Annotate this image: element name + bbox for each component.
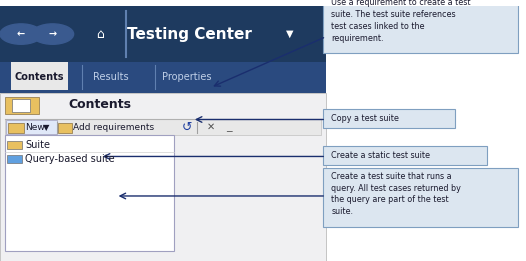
- Text: Add requirements: Add requirements: [73, 123, 154, 132]
- FancyBboxPatch shape: [0, 62, 326, 93]
- FancyBboxPatch shape: [0, 6, 326, 62]
- Text: ✕: ✕: [206, 122, 215, 132]
- Text: Testing Center: Testing Center: [127, 27, 252, 41]
- Text: →: →: [48, 29, 57, 39]
- Text: ←: ←: [17, 29, 25, 39]
- Text: Results: Results: [93, 72, 128, 82]
- Text: Create a test suite that runs a
query. All test cases returned by
the query are : Create a test suite that runs a query. A…: [331, 172, 461, 216]
- Text: Suite: Suite: [25, 140, 50, 150]
- FancyBboxPatch shape: [323, 0, 518, 53]
- Text: Query-based suite: Query-based suite: [25, 154, 115, 164]
- Text: Copy a test suite: Copy a test suite: [331, 114, 399, 123]
- FancyBboxPatch shape: [7, 155, 22, 163]
- FancyBboxPatch shape: [0, 93, 326, 261]
- Circle shape: [0, 24, 42, 44]
- FancyBboxPatch shape: [5, 120, 321, 135]
- Text: ▼: ▼: [43, 123, 49, 132]
- FancyBboxPatch shape: [7, 141, 22, 149]
- FancyBboxPatch shape: [12, 99, 30, 112]
- FancyBboxPatch shape: [323, 146, 487, 165]
- Text: ⌂: ⌂: [96, 28, 104, 40]
- Text: ↺: ↺: [181, 121, 192, 134]
- Text: New: New: [25, 123, 45, 132]
- Text: Contents: Contents: [15, 72, 64, 82]
- Text: _: _: [226, 122, 231, 132]
- Text: Contents: Contents: [68, 98, 132, 111]
- FancyBboxPatch shape: [6, 120, 57, 134]
- FancyBboxPatch shape: [5, 95, 42, 114]
- Text: Properties: Properties: [162, 72, 211, 82]
- FancyBboxPatch shape: [8, 123, 24, 133]
- Circle shape: [32, 24, 74, 44]
- FancyBboxPatch shape: [5, 97, 39, 114]
- Text: Use a requirement to create a test
suite. The test suite references
test cases l: Use a requirement to create a test suite…: [331, 0, 471, 43]
- Text: ▼: ▼: [286, 29, 293, 39]
- FancyBboxPatch shape: [11, 62, 68, 90]
- FancyBboxPatch shape: [323, 168, 518, 227]
- Text: Create a static test suite: Create a static test suite: [331, 151, 430, 160]
- FancyBboxPatch shape: [58, 123, 72, 133]
- FancyBboxPatch shape: [323, 109, 455, 128]
- FancyBboxPatch shape: [5, 135, 174, 251]
